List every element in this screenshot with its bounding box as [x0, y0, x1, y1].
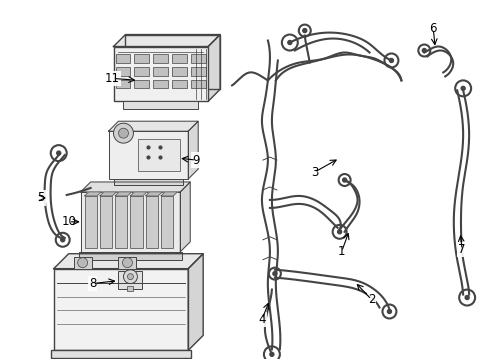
Polygon shape: [54, 254, 203, 269]
Bar: [119, 257, 136, 269]
Bar: [172, 54, 187, 63]
Text: 7: 7: [459, 243, 466, 256]
Circle shape: [343, 178, 346, 182]
Circle shape: [127, 274, 133, 280]
Circle shape: [122, 258, 132, 268]
Text: 4: 4: [258, 313, 266, 326]
Polygon shape: [81, 192, 180, 252]
Text: 5: 5: [37, 192, 45, 204]
Bar: [116, 80, 130, 88]
Bar: [138, 139, 180, 171]
Text: 3: 3: [311, 166, 318, 179]
Polygon shape: [180, 182, 190, 252]
Bar: [51, 350, 191, 358]
Bar: [172, 80, 187, 88]
Bar: [123, 101, 198, 109]
Text: 2: 2: [368, 293, 375, 306]
Bar: [100, 196, 112, 248]
Polygon shape: [188, 254, 203, 350]
Bar: [172, 67, 187, 76]
Text: 6: 6: [430, 22, 437, 35]
Circle shape: [61, 238, 65, 242]
Polygon shape: [81, 182, 190, 192]
Bar: [74, 257, 92, 269]
Bar: [153, 80, 168, 88]
Circle shape: [114, 123, 133, 143]
Circle shape: [288, 41, 292, 45]
Polygon shape: [114, 46, 208, 101]
Bar: [191, 54, 206, 63]
Circle shape: [270, 352, 274, 356]
Bar: [153, 67, 168, 76]
Polygon shape: [85, 192, 101, 196]
Circle shape: [273, 272, 277, 276]
Bar: [115, 196, 127, 248]
Bar: [78, 252, 182, 260]
Bar: [85, 196, 97, 248]
Text: 1: 1: [338, 245, 345, 258]
Bar: [134, 80, 149, 88]
Bar: [191, 67, 206, 76]
Polygon shape: [100, 192, 116, 196]
Bar: [54, 269, 188, 350]
Bar: [146, 196, 158, 248]
Polygon shape: [161, 192, 177, 196]
Text: 11: 11: [105, 72, 120, 85]
Bar: [153, 358, 178, 360]
Bar: [114, 179, 183, 185]
Circle shape: [119, 128, 128, 138]
Bar: [81, 192, 180, 252]
Circle shape: [422, 49, 426, 53]
Text: 8: 8: [89, 277, 96, 290]
Circle shape: [390, 58, 393, 62]
Circle shape: [461, 86, 465, 90]
Polygon shape: [208, 35, 220, 101]
Polygon shape: [114, 35, 220, 46]
Circle shape: [388, 310, 392, 314]
Text: 9: 9: [193, 154, 200, 167]
Circle shape: [77, 258, 88, 268]
Bar: [191, 80, 206, 88]
Bar: [116, 54, 130, 63]
Bar: [116, 67, 130, 76]
Bar: [108, 131, 188, 179]
Bar: [130, 196, 143, 248]
Polygon shape: [115, 192, 131, 196]
Bar: [64, 358, 89, 360]
Circle shape: [123, 270, 137, 284]
Circle shape: [303, 28, 307, 32]
Circle shape: [465, 296, 469, 300]
Polygon shape: [108, 121, 198, 131]
Circle shape: [57, 151, 61, 155]
Circle shape: [338, 230, 342, 234]
Bar: [134, 54, 149, 63]
Text: 10: 10: [61, 215, 76, 228]
Bar: [134, 67, 149, 76]
Bar: [127, 285, 133, 291]
Bar: [161, 196, 173, 248]
Polygon shape: [146, 192, 162, 196]
Polygon shape: [54, 269, 188, 350]
Polygon shape: [108, 131, 188, 179]
Polygon shape: [188, 121, 198, 179]
Bar: [114, 46, 208, 101]
Polygon shape: [130, 192, 147, 196]
Bar: [119, 271, 143, 289]
Bar: [153, 54, 168, 63]
